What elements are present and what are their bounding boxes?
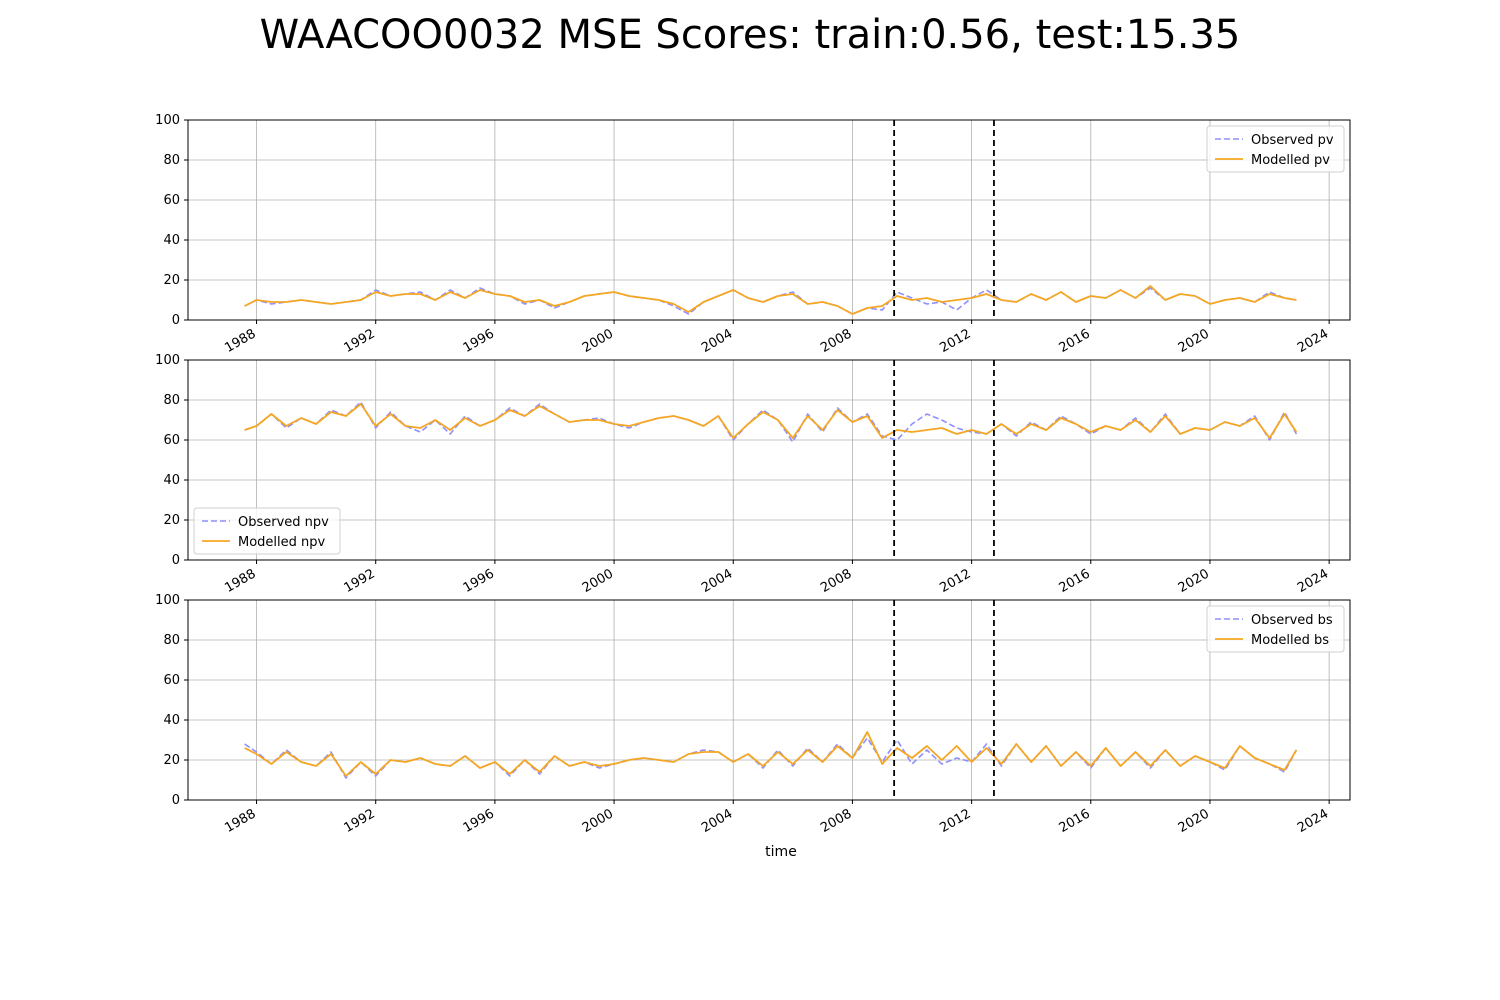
panel-3: 0 20 40 60 80 100 1988 1992 1996 2000 2004 2008 2012…: [155, 593, 1351, 860]
x-tick-label: 2008: [818, 566, 854, 596]
y-tick-label: 60: [163, 673, 180, 688]
y-tick-label: 60: [163, 193, 180, 208]
y-tick-label: 40: [163, 233, 180, 248]
series-line-modelled: [244, 403, 1298, 439]
legend-box: [193, 507, 341, 555]
y-tick-label: 0: [172, 313, 180, 328]
x-tick-label: 2024: [1295, 806, 1331, 836]
x-tick-label: 2004: [699, 566, 735, 596]
legend: Observed pv Modelled pv: [1206, 125, 1345, 173]
y-tick-label: 80: [163, 153, 180, 168]
x-tick-label: 2000: [580, 326, 616, 356]
series-line-observed: [244, 287, 1297, 315]
plot-frame: [187, 119, 1351, 321]
y-tick-label: 20: [163, 753, 180, 768]
x-tick-label: 1988: [222, 326, 258, 356]
x-tick-label: 2004: [699, 326, 735, 356]
y-tick-label: 80: [163, 393, 180, 408]
x-tick-label: 2016: [1057, 806, 1093, 836]
y-tick-label: 0: [172, 553, 180, 568]
y-tick-label: 80: [163, 633, 180, 648]
legend-label: Modelled bs: [1251, 633, 1329, 648]
x-tick-label: 2016: [1057, 566, 1093, 596]
legend: Observed npv Modelled npv: [193, 507, 341, 555]
x-tick-label: 2000: [580, 566, 616, 596]
x-tick-label: 2024: [1295, 566, 1331, 596]
x-tick-label: 1992: [342, 326, 378, 356]
series-line-observed: [244, 401, 1298, 443]
x-tick-label: 2008: [818, 806, 854, 836]
x-tick-label: 2024: [1295, 326, 1331, 356]
x-tick-label: 2020: [1176, 566, 1212, 596]
x-tick-label: 1996: [461, 806, 497, 836]
legend: Observed bs Modelled bs: [1206, 605, 1345, 653]
y-tick-label: 0: [172, 793, 180, 808]
y-tick-label: 60: [163, 433, 180, 448]
x-tick-label: 2012: [937, 566, 973, 596]
y-tick-label: 40: [163, 473, 180, 488]
y-tick-label: 20: [163, 513, 180, 528]
panel-2: 0 20 40 60 80 100 1988 1992 1996 2000 2004 2008 2012…: [155, 353, 1351, 596]
series-line-modelled: [244, 285, 1297, 315]
x-tick-label: 2016: [1057, 326, 1093, 356]
x-tick-label: 1988: [222, 806, 258, 836]
y-tick-label: 100: [155, 353, 180, 368]
legend-box: [1206, 605, 1345, 653]
plot-frame: [187, 359, 1351, 561]
x-tick-label: 2004: [699, 806, 735, 836]
x-tick-label: 1996: [461, 566, 497, 596]
plot-frame: [187, 599, 1351, 801]
x-tick-label: 2000: [580, 806, 616, 836]
x-tick-label: 1992: [342, 566, 378, 596]
x-tick-label: 2012: [937, 326, 973, 356]
x-tick-label: 2020: [1176, 806, 1212, 836]
y-tick-label: 40: [163, 713, 180, 728]
x-tick-label: 1992: [342, 806, 378, 836]
x-axis-label: time: [765, 844, 797, 860]
x-tick-label: 1996: [461, 326, 497, 356]
legend-label: Modelled npv: [238, 535, 326, 550]
legend-box: [1206, 125, 1345, 173]
y-tick-label: 100: [155, 593, 180, 608]
figure-title: WAACOO0032 MSE Scores: train:0.56, test:…: [259, 12, 1241, 58]
legend-label: Modelled pv: [1251, 153, 1330, 168]
y-tick-label: 100: [155, 113, 180, 128]
x-tick-label: 2008: [818, 326, 854, 356]
series-line-modelled: [244, 731, 1298, 777]
x-tick-label: 1988: [222, 566, 258, 596]
x-tick-label: 2012: [937, 806, 973, 836]
y-tick-label: 20: [163, 273, 180, 288]
legend-label: Observed bs: [1251, 613, 1333, 628]
legend-label: Observed pv: [1251, 133, 1334, 148]
legend-label: Observed npv: [238, 515, 329, 530]
x-tick-label: 2020: [1176, 326, 1212, 356]
panel-1: 0 20 40 60 80 100 1988 1992 1996 2000 2004 2008 2012…: [155, 113, 1351, 356]
